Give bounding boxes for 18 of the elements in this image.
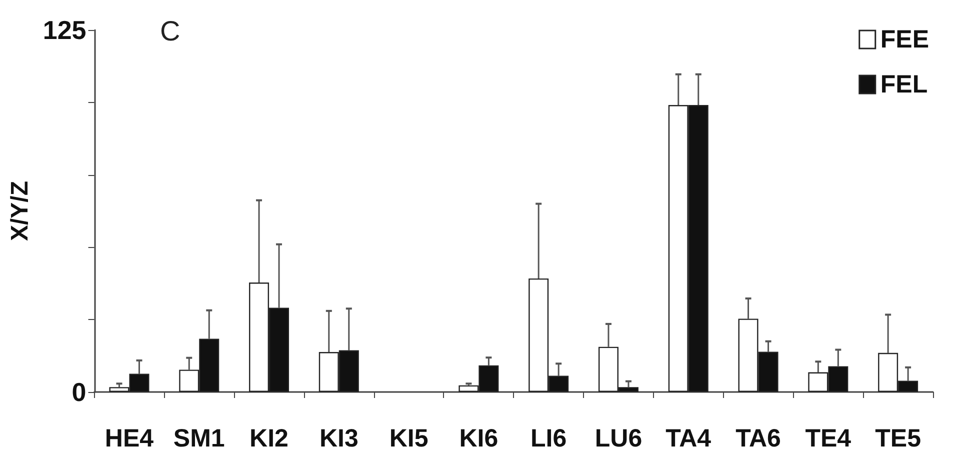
x-tick-label: LU6: [594, 424, 642, 452]
x-tick-label: LI6: [530, 424, 567, 452]
x-tick-label: TA4: [666, 424, 712, 452]
y-tick-label: 125: [42, 15, 86, 45]
x-tick-label: HE4: [104, 424, 154, 452]
x-tick-label: KI3: [319, 424, 358, 452]
x-tick-label: SM1: [173, 424, 225, 452]
x-tick-label: TE5: [875, 424, 922, 452]
legend-label: FEE: [880, 26, 930, 54]
x-tick-label: KI6: [459, 424, 498, 452]
y-axis-title: X/Y/Z: [6, 180, 34, 242]
x-tick-label: TE4: [805, 424, 852, 452]
legend-label: FEL: [880, 70, 928, 98]
y-tick-label: 0: [72, 377, 86, 407]
x-tick-label: KI2: [250, 424, 288, 452]
x-tick-label: KI5: [389, 424, 428, 452]
chart-title: C: [160, 16, 180, 46]
x-tick-label: TA6: [736, 424, 781, 452]
